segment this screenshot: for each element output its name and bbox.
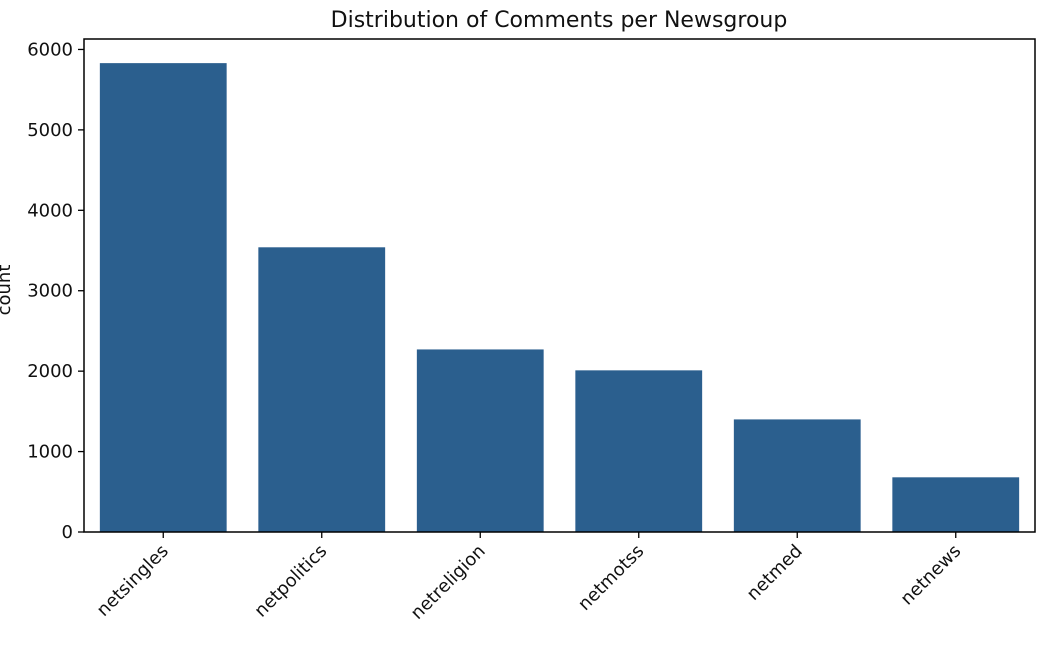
bar-netmed (733, 419, 861, 532)
y-axis-ticks: 0 1000 2000 3000 4000 5000 6000 (27, 39, 84, 543)
x-tick-label: netmed (743, 541, 807, 605)
x-tick-label: netreligion (407, 541, 490, 624)
y-tick-label: 4000 (27, 200, 73, 221)
plot-frame (83, 38, 1036, 533)
y-tick-label: 6000 (27, 39, 73, 60)
bar-netnews (892, 477, 1020, 532)
bar-netmotss (575, 370, 703, 532)
x-tick-label: netsingles (93, 541, 173, 621)
y-tick-label: 2000 (27, 361, 73, 382)
x-tick-label: netnews (897, 541, 966, 610)
y-tick-label: 3000 (27, 281, 73, 302)
bar-netsingles (99, 63, 227, 532)
bars-group (99, 63, 1020, 533)
y-tick-label: 0 (62, 522, 73, 543)
bar-netreligion (416, 349, 544, 532)
y-axis-label: count (0, 265, 15, 316)
bar-netpolitics (258, 247, 386, 533)
x-axis-ticks: netsingles netpolitics netreligion netmotss… (93, 532, 966, 624)
y-tick-label: 5000 (27, 120, 73, 141)
chart-title: Distribution of Comments per Newsgroup (331, 8, 788, 33)
x-tick-label: netpolitics (250, 541, 331, 622)
y-tick-label: 1000 (27, 442, 73, 463)
x-tick-label: netmotss (574, 541, 648, 615)
